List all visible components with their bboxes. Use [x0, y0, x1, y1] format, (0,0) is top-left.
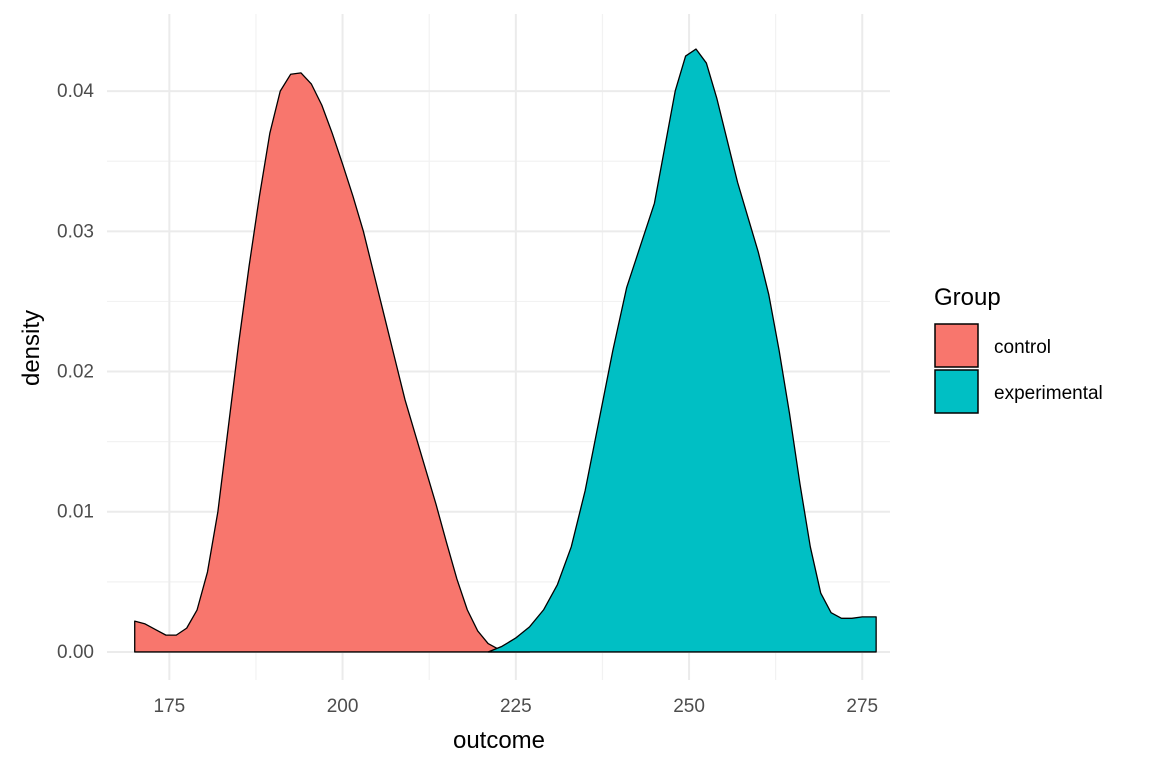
density-area-experimental	[487, 48, 877, 653]
x-tick-label: 200	[327, 696, 359, 717]
density-area-control	[134, 72, 531, 653]
legend-key-control	[934, 323, 979, 368]
x-tick-label: 225	[500, 696, 532, 717]
x-tick-label: 250	[673, 696, 705, 717]
y-tick-label: 0.01	[57, 502, 94, 523]
legend-title: Group	[934, 284, 1001, 311]
legend-label-control: control	[994, 337, 1051, 358]
y-tick-label: 0.03	[57, 221, 94, 242]
y-axis-tick-labels: 0.00 0.01 0.02 0.03 0.04	[57, 81, 94, 663]
y-tick-label: 0.00	[57, 642, 94, 663]
legend-items: control experimental	[934, 323, 1103, 414]
y-axis-title: density	[18, 310, 45, 386]
legend-label-experimental: experimental	[994, 383, 1103, 404]
density-areas	[134, 48, 877, 653]
y-tick-label: 0.04	[57, 81, 94, 102]
legend-key-experimental	[934, 369, 979, 414]
y-tick-label: 0.02	[57, 362, 94, 383]
x-axis-tick-labels: 175 200 225 250 275	[154, 696, 879, 717]
x-axis-title: outcome	[453, 727, 545, 754]
legend: Group control experimental	[934, 284, 1103, 414]
x-tick-label: 175	[154, 696, 186, 717]
x-tick-label: 275	[846, 696, 878, 717]
